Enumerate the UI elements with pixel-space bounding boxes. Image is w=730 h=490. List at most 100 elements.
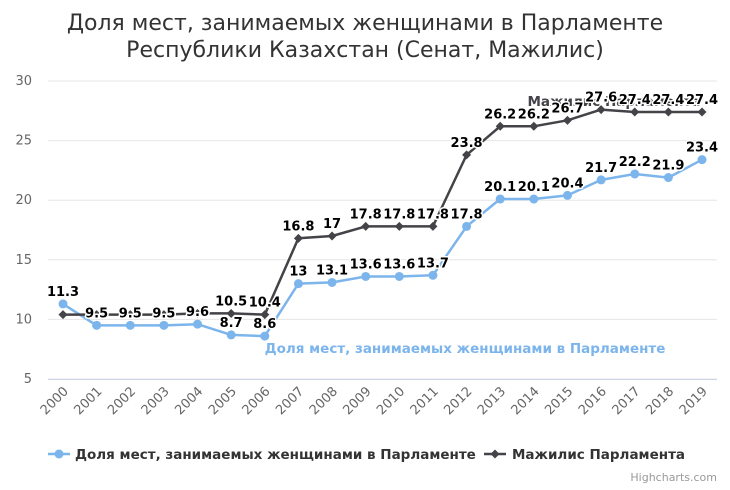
- data-label: 13: [289, 265, 307, 280]
- data-point[interactable]: [193, 308, 203, 318]
- data-label: 20.1: [484, 180, 516, 195]
- series-annotation-2: Мажилис Парламента: [527, 94, 700, 110]
- data-label: 21.9: [652, 159, 684, 174]
- data-point[interactable]: [663, 173, 673, 183]
- data-label: 27.4: [652, 93, 684, 108]
- data-label: 17: [323, 217, 341, 232]
- data-point[interactable]: [630, 107, 640, 117]
- x-tick-label: 2006: [240, 384, 274, 418]
- data-label: 17.8: [350, 207, 382, 222]
- data-point[interactable]: [697, 155, 707, 165]
- data-label-halo: 21.7: [585, 161, 617, 176]
- data-point[interactable]: [125, 320, 135, 330]
- data-label-halo: 26.2: [518, 107, 550, 122]
- data-point[interactable]: [462, 150, 472, 160]
- data-point[interactable]: [428, 221, 438, 231]
- x-tick-label: 2003: [139, 384, 173, 418]
- data-label-halo: 26.7: [551, 101, 583, 116]
- data-label-halo: 27.4: [652, 93, 684, 108]
- data-label-halo: 13.1: [316, 263, 348, 278]
- data-label-halo: 9.5: [152, 306, 175, 321]
- data-label-halo: 10.4: [249, 296, 281, 311]
- data-point[interactable]: [428, 270, 438, 280]
- data-point[interactable]: [159, 320, 169, 330]
- data-point[interactable]: [293, 279, 303, 289]
- data-label-halo: 16.8: [282, 219, 314, 234]
- data-point[interactable]: [562, 190, 572, 200]
- data-point[interactable]: [125, 310, 135, 320]
- x-tick-label: 2009: [341, 384, 375, 418]
- data-point[interactable]: [562, 115, 572, 125]
- data-label-halo: 13.6: [350, 257, 382, 272]
- x-tick-label: 2007: [273, 384, 307, 418]
- data-label-halo: 20.1: [518, 180, 550, 195]
- y-tick-label: 30: [15, 74, 32, 89]
- data-label-halo: 9.6: [186, 305, 209, 320]
- data-label: 10.4: [249, 296, 281, 311]
- data-point[interactable]: [697, 107, 707, 117]
- data-point[interactable]: [529, 121, 539, 131]
- data-label: 27.6: [585, 91, 617, 106]
- data-point[interactable]: [462, 221, 472, 231]
- data-point[interactable]: [260, 310, 270, 320]
- x-tick-label: 2018: [643, 384, 677, 418]
- data-point[interactable]: [58, 310, 68, 320]
- legend-marker-1[interactable]: [54, 449, 64, 459]
- data-label: 17.8: [417, 207, 449, 222]
- y-tick-label: 25: [15, 134, 32, 149]
- data-label-halo: 22.2: [619, 155, 651, 170]
- data-point[interactable]: [159, 310, 169, 320]
- data-label-halo: 17.8: [383, 207, 415, 222]
- data-label: 8.7: [220, 316, 243, 331]
- data-point[interactable]: [394, 271, 404, 281]
- x-axis: 2000 2001 2002 2003 2004 2005 2006 2007 2008 2009…: [38, 379, 717, 418]
- x-tick-label: 2011: [408, 384, 442, 418]
- data-label: 17.8: [451, 207, 483, 222]
- data-label-halo: 17: [323, 217, 341, 232]
- data-point[interactable]: [394, 221, 404, 231]
- series-annotation-1: Доля мест, занимаемых женщинами в Парлам…: [265, 341, 666, 357]
- data-label-halo: 13.6: [383, 257, 415, 272]
- data-label: 11.3: [47, 285, 79, 300]
- data-point[interactable]: [327, 231, 337, 241]
- data-point[interactable]: [596, 175, 606, 185]
- legend-item-2[interactable]: Мажилис Парламента: [512, 447, 685, 463]
- data-point[interactable]: [529, 194, 539, 204]
- data-label: 20.4: [551, 176, 583, 191]
- data-point[interactable]: [361, 271, 371, 281]
- credits-text[interactable]: Highcharts.com: [630, 471, 717, 484]
- data-point[interactable]: [58, 299, 68, 309]
- data-point[interactable]: [260, 331, 270, 341]
- y-tick-label: 10: [15, 312, 32, 327]
- y-tick-label: 5: [24, 372, 32, 387]
- y-axis: 5 10 15 20 25 30: [15, 74, 32, 387]
- data-point[interactable]: [226, 308, 236, 318]
- data-label-halo: 10.5: [215, 294, 247, 309]
- data-label-halo: 23.8: [451, 136, 483, 151]
- data-point[interactable]: [226, 330, 236, 340]
- data-point[interactable]: [495, 194, 505, 204]
- legend-marker-2[interactable]: [490, 449, 500, 459]
- data-point[interactable]: [327, 277, 337, 287]
- data-point[interactable]: [293, 233, 303, 243]
- data-label: 8.6: [253, 317, 276, 332]
- data-label-halo: 11.3: [47, 285, 79, 300]
- legend-item-1[interactable]: Доля мест, занимаемых женщинами в Парлам…: [75, 447, 476, 463]
- data-point[interactable]: [495, 121, 505, 131]
- data-point[interactable]: [630, 169, 640, 179]
- data-point[interactable]: [663, 107, 673, 117]
- data-point[interactable]: [361, 221, 371, 231]
- data-point[interactable]: [596, 105, 606, 115]
- data-label-halo: 9.5: [119, 306, 142, 321]
- chart-title-line-1: Доля мест, занимаемых женщинами в Парлам…: [67, 11, 663, 36]
- data-label: 13.1: [316, 263, 348, 278]
- x-tick-label: 2014: [509, 384, 543, 418]
- x-tick-label: 2012: [441, 384, 475, 418]
- series-line-1[interactable]: [61, 158, 704, 338]
- data-point[interactable]: [193, 319, 203, 329]
- data-point[interactable]: [92, 320, 102, 330]
- series-line-2[interactable]: [61, 108, 704, 316]
- data-point[interactable]: [92, 310, 102, 320]
